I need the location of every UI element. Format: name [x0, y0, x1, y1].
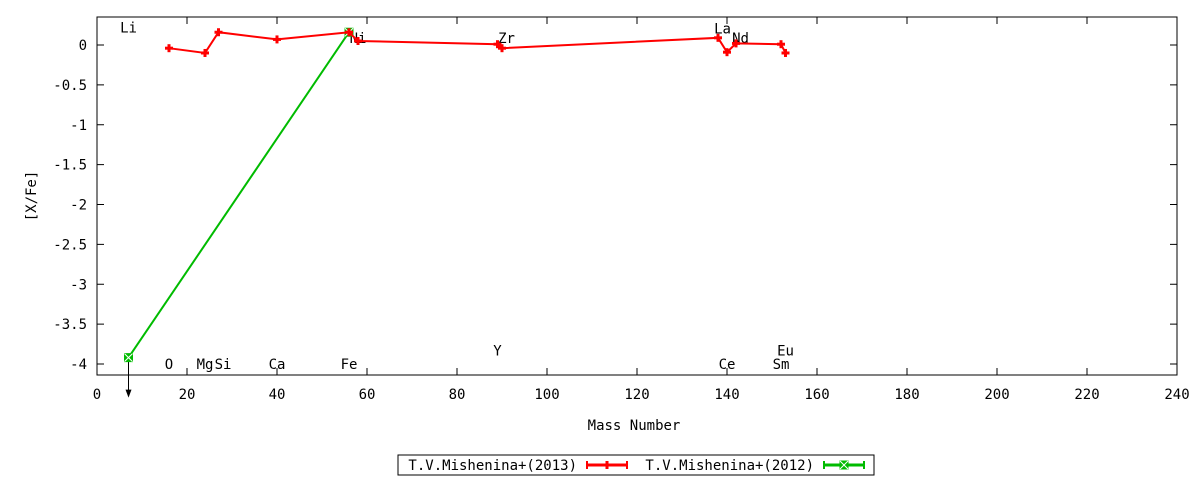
plot-frame: [96, 16, 1178, 376]
y-tick-label: -1.5: [53, 158, 87, 174]
series-line: [127, 31, 350, 359]
element-label: Eu: [777, 343, 794, 359]
series-1: [124, 27, 354, 398]
series-layer: [124, 27, 790, 398]
element-label: Zr: [498, 31, 515, 47]
legend-box: [397, 454, 875, 476]
y-tick-label: -1: [70, 118, 87, 134]
y-tick-label: -2.5: [53, 237, 87, 253]
x-tick-label: 140: [714, 387, 739, 403]
x-tick-label: 60: [359, 387, 376, 403]
y-tick-label: -3: [70, 277, 87, 293]
series-0: [165, 28, 790, 57]
element-label: Si: [215, 357, 232, 373]
axis-ticks: 0 20 40 60 80 100 120 140 160 180 200 220 240 0 -0.5 -1…: [53, 17, 1190, 403]
element-label: Li: [120, 20, 137, 36]
legend: T.V.Mishenina+(2013) T.V.Mishenina+(2012): [397, 454, 875, 476]
y-tick-label: -0.5: [53, 78, 87, 94]
x-axis-title: Mass Number: [588, 418, 681, 434]
element-label: Ca: [269, 357, 286, 373]
x-tick-label: 100: [534, 387, 559, 403]
element-label: Fe: [341, 357, 358, 373]
x-tick-label: 120: [624, 387, 649, 403]
x-tick-label: 20: [179, 387, 196, 403]
element-label: O: [165, 357, 173, 373]
x-tick-label: 240: [1164, 387, 1189, 403]
element-labels: LiOMgSiCaFeNiZrYLaNdCeEuSm: [120, 20, 794, 373]
y-axis-title: [X/Fe]: [24, 171, 40, 222]
x-tick-label: 220: [1074, 387, 1099, 403]
data-point-cross: [839, 460, 849, 470]
series-line: [168, 31, 787, 55]
element-label: La: [714, 21, 731, 37]
x-tick-label: 180: [894, 387, 919, 403]
upper-limit-arrowhead: [125, 389, 132, 398]
element-label: Mg: [197, 357, 214, 373]
x-tick-label: 40: [269, 387, 286, 403]
x-tick-label: 200: [984, 387, 1009, 403]
x-tick-label: 0: [93, 387, 101, 403]
legend-label: T.V.Mishenina+(2013): [408, 458, 577, 474]
y-tick-label: -4: [70, 357, 87, 373]
element-label: Ce: [719, 357, 736, 373]
legend-label: T.V.Mishenina+(2012): [645, 458, 814, 474]
element-label: Sm: [773, 357, 790, 373]
x-tick-label: 80: [449, 387, 466, 403]
element-label: Y: [493, 343, 502, 359]
y-tick-label: -3.5: [53, 317, 87, 333]
y-tick-label: -2: [70, 198, 87, 214]
data-point-cross: [124, 353, 133, 362]
y-tick-label: 0: [79, 38, 87, 54]
x-tick-label: 160: [804, 387, 829, 403]
